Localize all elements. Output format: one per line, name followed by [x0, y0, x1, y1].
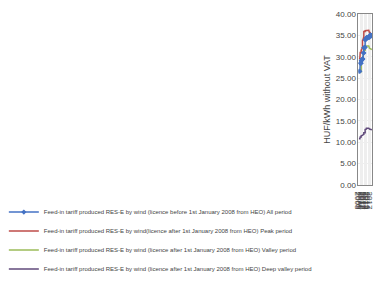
svg-text:10.00: 10.00	[336, 138, 357, 147]
svg-text:Feed-in tariff produced RES-E: Feed-in tariff produced RES-E by wind(li…	[44, 228, 292, 234]
svg-text:25.00: 25.00	[336, 74, 357, 83]
svg-text:2015: 2015	[362, 192, 371, 210]
svg-text:2012: 2012	[358, 192, 367, 210]
svg-text:2009: 2009	[354, 192, 363, 210]
svg-text:0.00: 0.00	[340, 181, 356, 190]
svg-text:20.00: 20.00	[336, 95, 357, 104]
svg-text:2011: 2011	[357, 192, 366, 210]
svg-text:2010: 2010	[356, 192, 365, 210]
svg-text:35.00: 35.00	[336, 31, 357, 40]
svg-text:Feed-in tariff produced RES-E: Feed-in tariff produced RES-E by wind (l…	[44, 247, 296, 253]
svg-text:40.00: 40.00	[336, 10, 357, 19]
svg-text:5.00: 5.00	[340, 159, 356, 168]
svg-text:2017: 2017	[365, 192, 374, 210]
svg-text:Feed-in tariff produced RES-E: Feed-in tariff produced RES-E by wind (l…	[44, 209, 292, 215]
svg-text:2014: 2014	[361, 192, 370, 210]
svg-text:Feed-in tariff produced RES-E: Feed-in tariff produced RES-E by wind (l…	[44, 266, 312, 272]
svg-text:15.00: 15.00	[336, 117, 357, 126]
svg-text:2008: 2008	[353, 192, 362, 210]
svg-text:2016: 2016	[363, 192, 372, 210]
svg-text:30.00: 30.00	[336, 53, 357, 62]
svg-text:HUF/kWh without VAT: HUF/kWh without VAT	[322, 55, 332, 144]
svg-text:2013: 2013	[359, 192, 368, 210]
